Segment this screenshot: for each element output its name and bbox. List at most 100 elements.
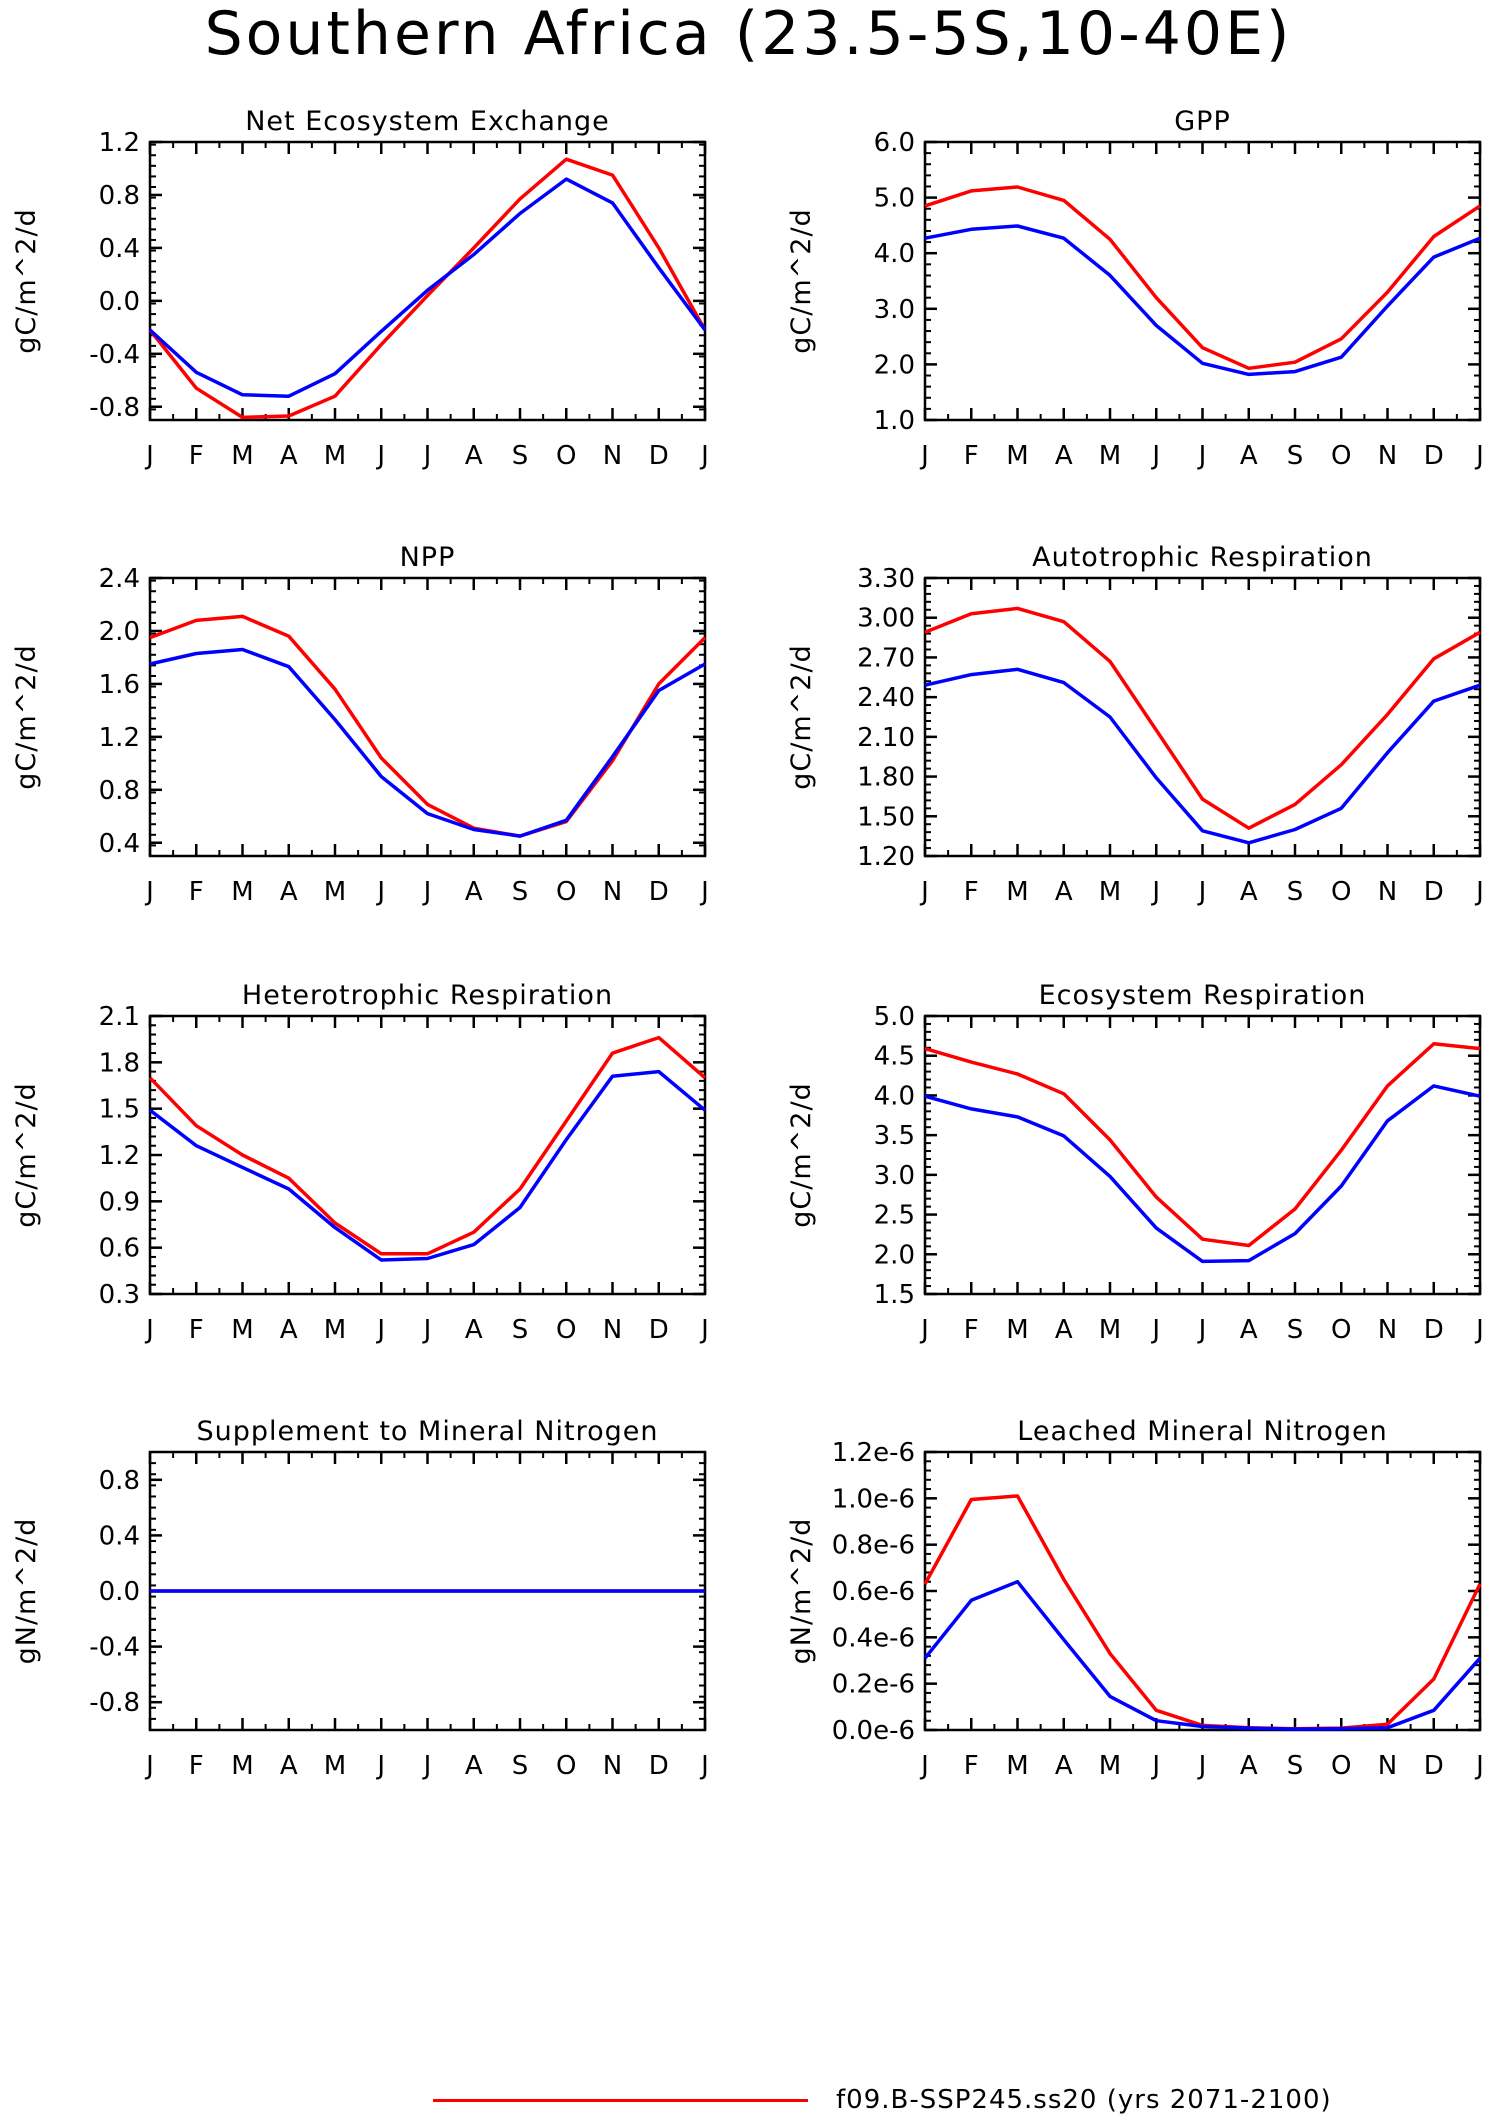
x-tick-label: F [189,1315,204,1345]
y-tick-label: 3.0 [874,1161,915,1191]
y-tick-label: -0.4 [89,1633,140,1663]
y-tick-label: 2.0 [874,350,915,380]
x-tick-label: J [422,1751,432,1781]
x-tick-label: A [280,441,298,471]
x-tick-label: O [1331,441,1351,471]
x-tick-label: D [1424,877,1444,907]
y-tick-label: 1.50 [857,802,915,832]
y-tick-label: 0.0e-6 [832,1716,915,1746]
series-line-0 [923,1494,1482,1731]
x-tick-label: S [1287,877,1304,907]
y-axis-label: gN/m^2/d [11,1518,42,1665]
x-tick-label: S [1287,441,1304,471]
x-tick-label: D [649,1315,669,1345]
y-tick-label: 1.2 [99,1141,140,1171]
x-tick-label: O [556,441,576,471]
series-line-0 [148,1035,707,1256]
x-tick-label: J [375,441,385,471]
x-tick-label: M [231,877,253,907]
y-tick-label: 0.0 [99,287,140,317]
y-tick-label: 0.2e-6 [832,1670,915,1700]
x-tick-label: J [919,441,929,471]
legend-label: f09.B-SSP245.ss20 (yrs 2071-2100) [836,2085,1332,2115]
y-tick-label: 1.8 [99,1048,140,1078]
plot-frame [923,576,1482,858]
x-tick-label: A [465,441,483,471]
x-tick-label: F [189,1751,204,1781]
x-tick-label: J [422,441,432,471]
x-tick-label: J [919,877,929,907]
x-tick-label: S [512,877,529,907]
x-tick-label: J [1197,1315,1207,1345]
y-axis-label: gC/m^2/d [11,1082,42,1227]
y-tick-label: -0.8 [89,1688,140,1718]
x-tick-label: F [964,1315,979,1345]
legend-entry: f09.B-SSP245.ss20 (yrs 2071-2100) [433,2085,1332,2115]
y-tick-label: 1.0 [874,406,915,436]
x-tick-label: N [603,877,622,907]
x-tick-label: J [1474,1751,1484,1781]
y-tick-label: 5.0 [874,184,915,214]
x-tick-label: N [1378,1751,1397,1781]
y-tick-label: 0.8 [99,776,140,806]
x-tick-label: S [1287,1315,1304,1345]
y-tick-label: 1.5 [874,1280,915,1310]
x-tick-label: M [1099,1315,1121,1345]
x-tick-label: D [1424,441,1444,471]
x-tick-label: M [231,1751,253,1781]
series-line-1 [924,224,1481,377]
x-tick-label: J [422,877,432,907]
x-tick-label: N [1378,441,1397,471]
x-tick-label: M [231,1315,253,1345]
x-tick-label: D [1424,1315,1444,1345]
x-tick-label: J [1474,441,1484,471]
x-tick-label: M [231,441,253,471]
y-tick-label: 0.6e-6 [832,1577,915,1607]
x-tick-label: J [1197,441,1207,471]
x-tick-label: J [1474,877,1484,907]
y-tick-label: 4.0 [874,1081,915,1111]
x-tick-label: J [699,1315,709,1345]
series-line-1 [924,667,1481,845]
y-tick-label: 1.80 [857,763,915,793]
y-axis-label: gC/m^2/d [786,1082,817,1227]
series-line-1 [924,1084,1481,1264]
y-tick-label: 0.8 [99,181,140,211]
x-tick-label: O [1331,1315,1351,1345]
x-tick-label: J [1474,1315,1484,1345]
y-tick-label: 2.40 [857,683,915,713]
panel-title: Autotrophic Respiration [1032,542,1373,573]
x-tick-label: A [1055,877,1073,907]
x-tick-label: O [556,1315,576,1345]
x-tick-label: F [189,877,204,907]
series-line-0 [924,606,1481,830]
x-tick-label: M [324,441,346,471]
y-tick-label: -0.4 [89,340,140,370]
panel-title: NPP [400,542,456,573]
plot-frame [923,1450,1482,1732]
x-tick-label: N [603,1315,622,1345]
x-tick-label: F [964,441,979,471]
x-tick-label: O [556,877,576,907]
x-tick-label: F [964,877,979,907]
y-tick-label: 1.0e-6 [832,1484,915,1514]
x-tick-label: J [1150,1751,1160,1781]
y-tick-label: 2.4 [99,564,140,594]
panel-title: GPP [1174,106,1231,137]
x-tick-label: F [964,1751,979,1781]
y-axis-label: gN/m^2/d [786,1518,817,1665]
y-tick-label: 0.4 [99,234,140,264]
panel-title: Ecosystem Respiration [1039,980,1367,1011]
x-tick-label: J [375,877,385,907]
y-tick-label: 6.0 [874,128,915,158]
x-tick-label: N [1378,1315,1397,1345]
x-tick-label: M [324,1751,346,1781]
x-tick-label: A [1055,441,1073,471]
x-tick-label: D [1424,1751,1444,1781]
x-tick-label: N [603,441,622,471]
x-tick-label: D [649,877,669,907]
x-tick-label: M [1099,1751,1121,1781]
